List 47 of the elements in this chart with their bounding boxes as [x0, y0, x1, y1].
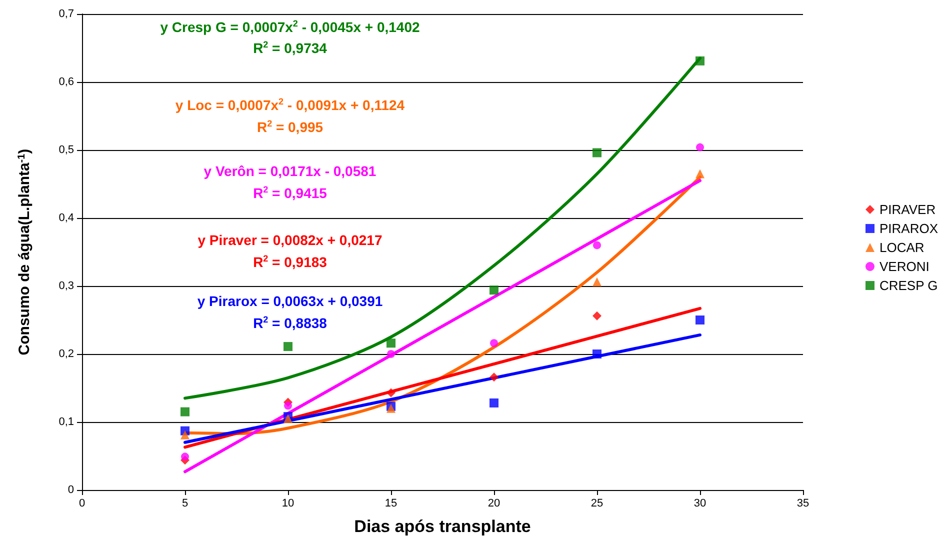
legend-label: VERONI: [879, 259, 930, 274]
point: [180, 407, 190, 416]
point: [592, 277, 602, 286]
x-tick-label: 10: [282, 498, 294, 510]
x-tick-label: 15: [384, 498, 398, 510]
point: [386, 338, 396, 348]
x-tick-label: 5: [182, 498, 188, 510]
x-tick-label: 20: [488, 498, 500, 510]
y-tick-label: 0,4: [58, 212, 74, 224]
legend-label: PIRAVER: [879, 202, 936, 217]
point: [490, 372, 498, 382]
point: [181, 452, 189, 461]
point: [490, 339, 498, 348]
point: [386, 388, 396, 398]
annotation: y Piraver = 0,0082x + 0,0217: [198, 232, 382, 248]
legend-label: LOCAR: [879, 240, 924, 255]
y-axis-title: Consumo de água(L.planta-1): [16, 148, 33, 356]
point: [490, 398, 498, 408]
point: [180, 430, 190, 440]
x-tick-label: 25: [590, 498, 604, 510]
point: [696, 316, 704, 324]
x-tick-label: 30: [694, 498, 706, 510]
legend-label: CRESP G: [879, 278, 938, 293]
point: [696, 143, 704, 152]
point: [387, 350, 395, 358]
point: [284, 402, 292, 410]
x-tick-label: 35: [796, 498, 810, 510]
y-tick-label: 0,7: [58, 8, 74, 20]
point: [593, 241, 601, 250]
y-tick-label: 0,6: [58, 76, 74, 88]
y-tick-label: 0,3: [58, 280, 74, 292]
annotation: y Pirarox = 0,0063x + 0,0391: [197, 293, 383, 309]
point: [696, 169, 704, 178]
point: [490, 286, 498, 295]
legend-label: PIRAROX: [879, 221, 938, 236]
point: [696, 56, 704, 66]
x-tick-label: 0: [78, 498, 86, 510]
y-tick-label: 0,2: [58, 348, 74, 360]
y-tick-label: 0,1: [58, 416, 74, 428]
y-tick-label: 0,5: [58, 144, 74, 156]
annotation: y Verôn = 0,0171x - 0,0581: [204, 163, 376, 179]
point: [592, 350, 602, 358]
point: [284, 342, 292, 352]
y-tick-label: 0: [68, 484, 74, 496]
point: [592, 311, 602, 320]
point: [592, 148, 602, 158]
x-axis-title: Dias após transplante: [354, 517, 531, 536]
